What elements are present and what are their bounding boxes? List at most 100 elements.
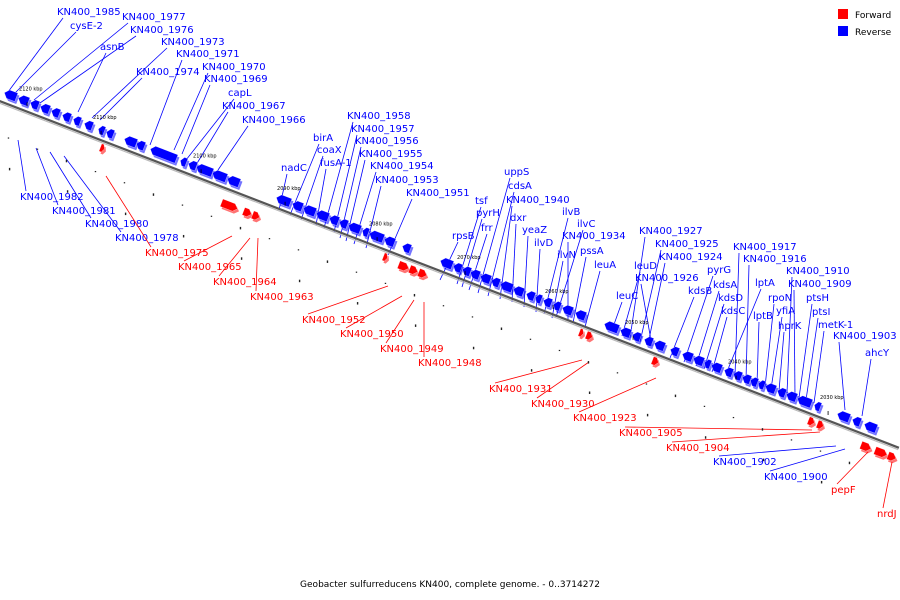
reverse-gene-11[interactable] [124,136,139,148]
forward-gene-4[interactable] [250,210,260,221]
reverse-gene-36[interactable] [500,281,515,293]
reverse-gene-22[interactable] [316,210,331,223]
reverse-gene-51[interactable] [693,355,706,367]
reverse-gene-label: yfiA [776,306,795,317]
scale-dot [500,327,503,331]
reverse-gene-18[interactable] [227,175,242,188]
scale-dot [152,193,155,196]
forward-gene-label: KN400_1923 [573,413,637,424]
reverse-gene-53[interactable] [711,362,724,374]
reverse-gene-10[interactable] [106,128,116,140]
forward-gene-11[interactable] [650,356,659,366]
reverse-gene-64[interactable] [837,410,852,423]
forward-gene-13[interactable] [815,419,824,430]
forward-gene-5[interactable] [381,252,388,262]
forward-gene-15[interactable] [873,446,888,458]
reverse-gene-5[interactable] [51,107,62,119]
forward-gene-16[interactable] [886,451,897,461]
reverse-gene-27[interactable] [369,230,386,244]
reverse-gene-12[interactable] [136,140,147,152]
forward-gene-12[interactable] [806,416,815,426]
reverse-gene-40[interactable] [543,297,554,308]
reverse-gene-62[interactable] [797,395,814,409]
reverse-gene-47[interactable] [644,336,655,347]
forward-gene-label-leader [494,359,583,384]
reverse-gene-50[interactable] [682,351,695,363]
reverse-gene-1[interactable] [4,89,19,102]
reverse-gene-49[interactable] [670,346,681,357]
scale-dot [414,324,417,327]
reverse-gene-label: pssA [580,246,604,257]
forward-gene-10[interactable] [584,330,593,340]
reverse-gene-6[interactable] [62,112,73,123]
reverse-gene-21[interactable] [303,205,318,218]
forward-gene-6[interactable] [397,260,409,271]
forward-gene-label: KN400_1975 [145,248,209,259]
reverse-gene-label: KN400_1925 [655,239,719,250]
reverse-gene-label: leuD [634,261,657,272]
reverse-gene-34[interactable] [480,273,493,285]
scale-dot [124,212,127,216]
reverse-gene-label: KN400_1970 [202,62,266,73]
reverse-gene-43[interactable] [575,309,588,322]
reverse-gene-54[interactable] [724,367,735,378]
forward-gene-7[interactable] [408,264,418,275]
reverse-gene-31[interactable] [453,262,464,274]
reverse-gene-37[interactable] [513,286,526,298]
reverse-gene-label: leuC [616,291,638,302]
forward-gene-1[interactable] [98,143,105,153]
reverse-gene-38[interactable] [526,290,537,302]
reverse-gene-20[interactable] [292,200,305,212]
reverse-gene-9[interactable] [98,125,107,136]
reverse-gene-63[interactable] [814,401,823,412]
reverse-gene-42[interactable] [562,304,575,317]
reverse-gene-60[interactable] [777,387,788,399]
forward-gene-8[interactable] [417,268,427,278]
reverse-gene-29[interactable] [402,243,413,254]
reverse-gene-58[interactable] [758,380,767,391]
reverse-gene-26[interactable] [362,227,371,238]
reverse-gene-45[interactable] [620,327,633,339]
reverse-gene-label: KN400_1934 [562,231,626,242]
forward-gene-14[interactable] [859,441,872,452]
reverse-gene-61[interactable] [786,391,799,403]
reverse-gene-19[interactable] [276,194,293,208]
reverse-gene-24[interactable] [339,218,350,230]
reverse-track [4,89,880,436]
reverse-gene-56[interactable] [742,374,753,385]
reverse-gene-7[interactable] [73,116,83,127]
reverse-gene-label-leader [149,59,183,146]
reverse-gene-48[interactable] [654,340,667,352]
reverse-gene-35[interactable] [491,277,502,288]
reverse-gene-4[interactable] [40,103,52,115]
reverse-gene-30[interactable] [440,257,455,270]
reverse-gene-13[interactable] [150,146,179,164]
reverse-gene-52[interactable] [704,359,713,370]
reverse-gene-33[interactable] [470,269,482,281]
reverse-gene-3[interactable] [30,99,41,111]
reverse-gene-label: KN400_1909 [788,279,852,290]
reverse-gene-44[interactable] [604,321,621,334]
reverse-gene-65[interactable] [852,416,863,428]
forward-gene-9[interactable] [577,328,584,337]
reverse-gene-23[interactable] [329,215,341,226]
forward-gene-2[interactable] [219,198,238,212]
reverse-gene-25[interactable] [348,222,363,235]
forward-gene-3[interactable] [241,207,252,217]
reverse-gene-39[interactable] [535,294,544,305]
reverse-gene-label-leader [745,264,750,381]
reverse-gene-28[interactable] [384,236,397,248]
scale-dot [471,316,474,318]
reverse-gene-57[interactable] [750,377,760,388]
reverse-gene-41[interactable] [553,301,563,312]
reverse-gene-66[interactable] [864,421,879,434]
reverse-gene-15[interactable] [188,160,199,172]
reverse-gene-16[interactable] [196,163,215,178]
reverse-gene-8[interactable] [84,120,95,132]
reverse-gene-label-leader [639,249,662,343]
reverse-gene-label: KN400_1940 [506,195,570,206]
reverse-gene-59[interactable] [765,383,778,395]
reverse-gene-label: KN400_1951 [406,188,470,199]
reverse-gene-14[interactable] [180,157,189,168]
reverse-gene-17[interactable] [212,169,229,183]
